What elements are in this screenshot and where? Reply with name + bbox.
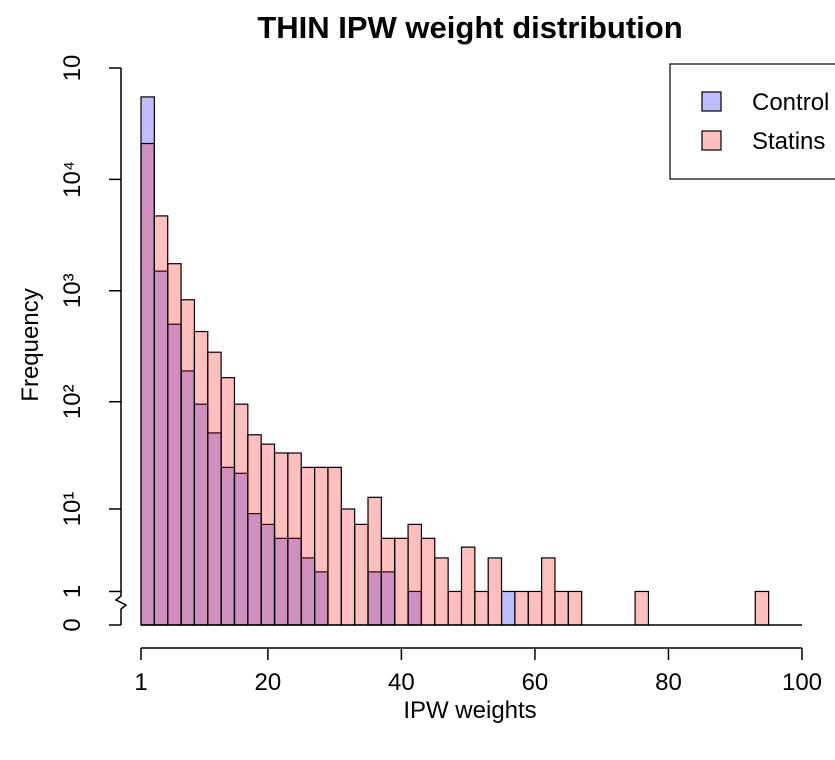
legend-swatch bbox=[701, 91, 722, 112]
legend-box bbox=[669, 63, 835, 180]
bar bbox=[247, 434, 262, 626]
bar bbox=[754, 590, 770, 626]
x-tick-label: 60 bbox=[522, 669, 549, 696]
bar bbox=[380, 537, 396, 626]
bar bbox=[634, 590, 650, 626]
bar bbox=[487, 557, 503, 626]
bar bbox=[167, 263, 182, 626]
bar bbox=[287, 452, 302, 626]
bar bbox=[567, 590, 583, 626]
y-tick-label: 10 bbox=[59, 55, 86, 82]
bar bbox=[420, 537, 436, 626]
x-tick-label: 100 bbox=[782, 669, 822, 696]
legend-label: Statins bbox=[752, 128, 825, 155]
bar bbox=[514, 590, 529, 626]
y-tick-label: 0 bbox=[59, 618, 86, 631]
bar bbox=[407, 523, 423, 626]
y-tick-label: 10² bbox=[59, 384, 86, 419]
bar bbox=[394, 537, 409, 626]
x-tick-label: 40 bbox=[388, 669, 415, 696]
legend-label: Control bbox=[752, 89, 829, 116]
bar bbox=[474, 590, 489, 626]
x-tick-label: 1 bbox=[134, 669, 147, 696]
legend-swatch bbox=[701, 130, 722, 151]
y-tick-label: 10³ bbox=[59, 273, 86, 308]
y-tick-label: 1 bbox=[59, 585, 86, 598]
bar bbox=[447, 590, 463, 626]
bar bbox=[367, 496, 382, 626]
bar bbox=[460, 546, 476, 626]
bar bbox=[153, 215, 169, 626]
bar bbox=[500, 590, 516, 626]
bar bbox=[220, 377, 236, 626]
bar bbox=[554, 590, 569, 626]
x-axis-label: IPW weights bbox=[403, 697, 536, 724]
bar bbox=[354, 523, 369, 626]
bar bbox=[541, 557, 556, 626]
bar bbox=[207, 351, 222, 626]
bar bbox=[193, 330, 209, 626]
bar bbox=[434, 557, 449, 626]
bar bbox=[340, 508, 356, 626]
y-axis-label: Frequency bbox=[17, 288, 44, 401]
bar bbox=[313, 466, 329, 626]
bar bbox=[527, 590, 543, 626]
bar bbox=[180, 299, 196, 626]
bar bbox=[273, 452, 289, 626]
bar bbox=[260, 443, 276, 626]
bar bbox=[233, 403, 249, 626]
y-tick-label: 10⁴ bbox=[59, 161, 86, 198]
y-tick-label: 10¹ bbox=[59, 492, 86, 527]
x-tick-label: 80 bbox=[655, 669, 682, 696]
chart-title: THIN IPW weight distribution bbox=[257, 10, 682, 45]
bar bbox=[140, 142, 155, 626]
bar bbox=[300, 466, 316, 626]
bar bbox=[327, 466, 342, 626]
y-axis-line bbox=[114, 68, 128, 625]
x-tick-label: 20 bbox=[255, 669, 282, 696]
